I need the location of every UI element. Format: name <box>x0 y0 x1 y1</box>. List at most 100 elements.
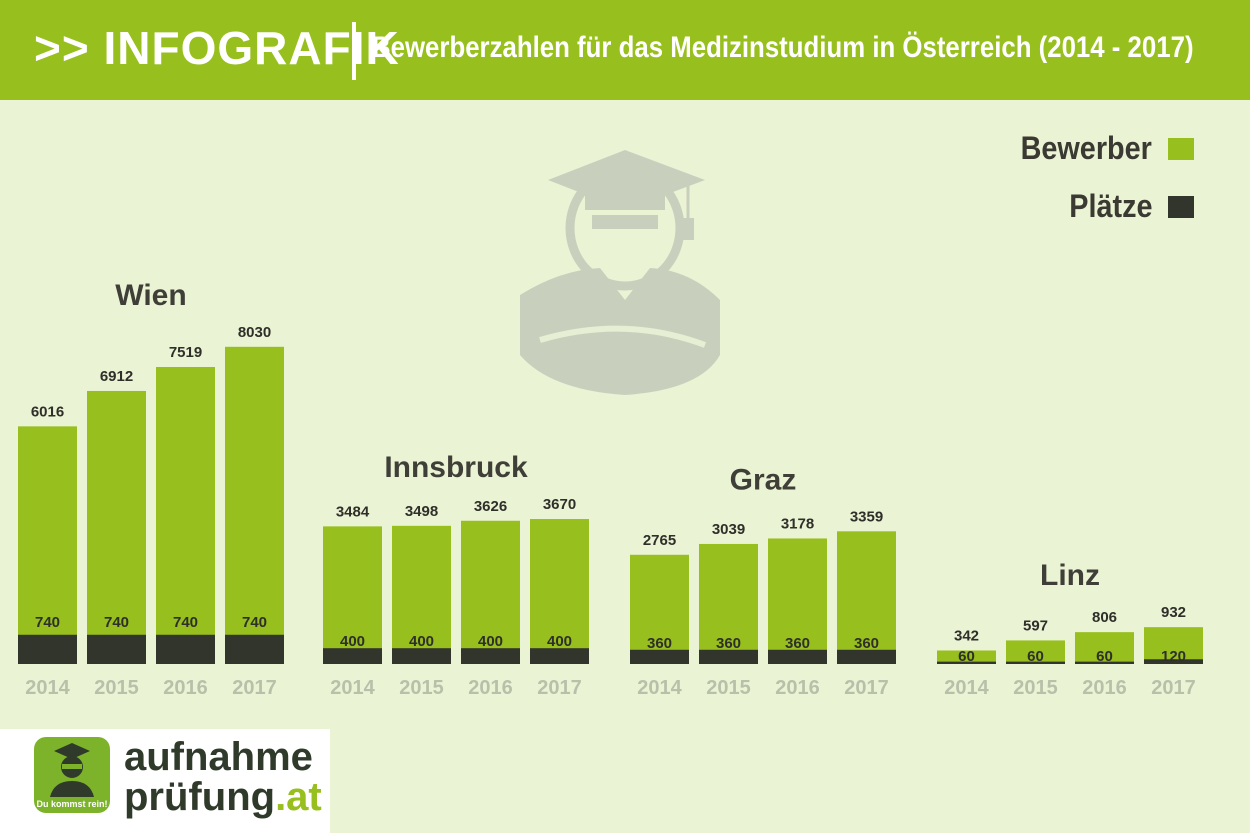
x-tick-label: 2017 <box>232 677 277 699</box>
legend-applicants: Bewerber <box>1006 130 1194 167</box>
bar-places <box>937 661 996 664</box>
bar-places <box>87 634 146 664</box>
data-label-places: 400 <box>547 633 572 650</box>
x-tick-label: 2014 <box>944 677 989 699</box>
x-tick-label: 2016 <box>775 677 820 699</box>
graduate-icon <box>520 150 720 395</box>
bar-applicants <box>156 366 215 664</box>
data-label-places: 740 <box>242 614 267 631</box>
logo-word-2: prüfung <box>124 775 276 819</box>
bar-applicants <box>323 526 382 664</box>
data-label-places: 60 <box>1096 648 1113 665</box>
bar-applicants <box>461 520 520 664</box>
bar-applicants <box>630 554 689 664</box>
x-tick-label: 2017 <box>844 677 889 699</box>
bar-applicants <box>1006 640 1065 664</box>
logo: Du kommst rein! aufnahme prüfung.at <box>0 729 330 833</box>
data-label-places: 400 <box>340 633 365 650</box>
legend-applicants-swatch <box>1168 137 1194 160</box>
bar-places <box>1075 661 1134 664</box>
data-label-applicants: 3498 <box>405 503 438 520</box>
bar-places <box>461 648 520 664</box>
bar-places <box>768 649 827 664</box>
x-tick-label: 2015 <box>1013 677 1058 699</box>
logo-word-3: .at <box>275 775 322 819</box>
bar-applicants <box>392 525 451 664</box>
city-label: Graz <box>730 463 797 496</box>
data-label-applicants: 932 <box>1161 604 1186 621</box>
data-label-applicants: 3178 <box>781 515 814 532</box>
data-label-applicants: 7519 <box>169 344 202 361</box>
data-label-places: 360 <box>854 635 879 652</box>
title-separator <box>352 22 356 80</box>
bar-places <box>323 648 382 664</box>
data-label-places: 360 <box>716 635 741 652</box>
graduate-icon <box>34 737 110 813</box>
x-tick-label: 2014 <box>330 677 375 699</box>
data-label-places: 400 <box>409 633 434 650</box>
data-label-places: 120 <box>1161 648 1186 665</box>
data-label-applicants: 597 <box>1023 617 1048 634</box>
x-tick-label: 2016 <box>163 677 208 699</box>
bar-places <box>156 634 215 664</box>
data-label-applicants: 6912 <box>100 368 133 385</box>
data-label-places: 360 <box>785 635 810 652</box>
legend-applicants-label: Bewerber <box>1020 130 1152 166</box>
x-tick-label: 2015 <box>399 677 444 699</box>
x-tick-label: 2017 <box>537 677 582 699</box>
x-tick-label: 2014 <box>637 677 682 699</box>
bar-chart: 6016 740 2014 6912 740 2015 7519 740 2016 8030 740… <box>18 150 1203 699</box>
x-tick-label: 2016 <box>1082 677 1127 699</box>
data-label-applicants: 2765 <box>643 532 676 549</box>
city-label: Wien <box>115 279 186 312</box>
bar-places <box>630 649 689 664</box>
data-label-applicants: 8030 <box>238 324 271 341</box>
bar-applicants <box>530 519 589 664</box>
x-tick-label: 2014 <box>25 677 70 699</box>
data-label-applicants: 3484 <box>336 503 370 520</box>
bar-places <box>1144 659 1203 664</box>
bar-applicants <box>87 390 146 664</box>
data-label-places: 60 <box>958 648 975 665</box>
data-label-applicants: 3039 <box>712 521 745 538</box>
bar-places <box>530 648 589 664</box>
bar-places <box>1006 661 1065 664</box>
bar-applicants <box>837 531 896 664</box>
bar-places <box>699 649 758 664</box>
data-label-applicants: 3359 <box>850 508 883 525</box>
data-label-places: 740 <box>173 614 198 631</box>
data-label-places: 360 <box>647 635 672 652</box>
bar-applicants <box>768 538 827 664</box>
bar-applicants <box>225 346 284 664</box>
data-label-places: 740 <box>35 614 60 631</box>
city-label: Innsbruck <box>384 451 528 484</box>
logo-wordmark: aufnahme prüfung.at <box>124 737 322 817</box>
logo-word-1: aufnahme <box>124 735 313 779</box>
data-label-applicants: 806 <box>1092 609 1117 626</box>
infografik-title: >> INFOGRAFIK <box>34 22 400 74</box>
data-label-places: 60 <box>1027 648 1044 665</box>
bar-places <box>392 648 451 664</box>
data-label-places: 740 <box>104 614 129 631</box>
bar-applicants <box>1075 632 1134 664</box>
data-label-applicants: 3670 <box>543 496 576 513</box>
legend-places-label: Plätze <box>1068 188 1152 224</box>
bar-places <box>18 634 77 664</box>
header-bar: >> INFOGRAFIK Bewerberzahlen für das Med… <box>0 0 1250 100</box>
bar-places <box>225 634 284 664</box>
bar-applicants <box>1144 627 1203 664</box>
legend-places-swatch <box>1168 195 1194 218</box>
bar-applicants <box>699 543 758 664</box>
city-label: Linz <box>1040 559 1100 592</box>
legend-places: Plätze <box>1060 188 1194 225</box>
x-tick-label: 2017 <box>1151 677 1196 699</box>
data-label-applicants: 3626 <box>474 498 507 515</box>
chart-subtitle: Bewerberzahlen für das Medizinstudium in… <box>372 31 1194 64</box>
x-tick-label: 2015 <box>706 677 751 699</box>
bar-applicants <box>937 650 996 664</box>
data-label-places: 400 <box>478 633 503 650</box>
logo-tagline: Du kommst rein! <box>36 799 108 809</box>
x-tick-label: 2015 <box>94 677 139 699</box>
x-tick-label: 2016 <box>468 677 513 699</box>
bar-applicants <box>18 426 77 664</box>
